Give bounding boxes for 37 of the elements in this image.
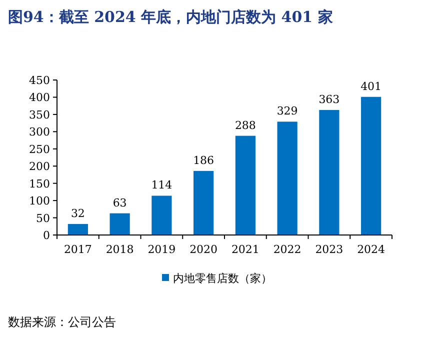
bar: [194, 170, 214, 235]
x-tick-label: 2021: [231, 243, 260, 256]
bar: [319, 110, 340, 235]
x-tick-label: 2018: [106, 243, 134, 256]
y-tick-label: 300: [29, 126, 50, 139]
y-tick-label: 250: [29, 142, 50, 156]
x-tick-label: 2019: [148, 243, 176, 256]
chart-title: 图94：截至 2024 年底，内地门店数为 401 家: [8, 8, 333, 26]
bar: [361, 96, 382, 235]
data-label: 329: [276, 104, 298, 118]
bar: [152, 196, 172, 235]
data-label: 401: [360, 80, 382, 93]
bar: [68, 224, 88, 235]
y-tick-label: 350: [29, 108, 50, 122]
bar: [110, 213, 130, 235]
bar: [277, 122, 298, 235]
data-label: 288: [234, 118, 256, 132]
y-tick-label: 200: [29, 160, 50, 174]
y-tick-label: 0: [43, 229, 50, 242]
bar: [235, 136, 256, 235]
x-tick-label: 2022: [273, 243, 302, 256]
y-tick-label: 50: [36, 212, 50, 225]
y-tick-label: 400: [29, 91, 50, 104]
data-label: 186: [193, 154, 214, 167]
data-label: 63: [112, 196, 127, 210]
data-label: 114: [151, 178, 172, 192]
y-tick-label: 150: [29, 177, 50, 190]
x-tick-label: 2024: [357, 243, 386, 256]
x-tick-label: 2017: [64, 243, 92, 256]
source-note: 数据来源：公司公告: [8, 315, 116, 329]
y-tick-label: 100: [29, 194, 50, 208]
x-tick-label: 2020: [190, 243, 218, 256]
legend-label: 内地零售店数（家）: [173, 272, 272, 285]
y-tick-label: 450: [29, 74, 50, 87]
x-tick-label: 2023: [315, 243, 344, 256]
data-label: 32: [70, 206, 85, 220]
data-label: 363: [318, 92, 340, 106]
